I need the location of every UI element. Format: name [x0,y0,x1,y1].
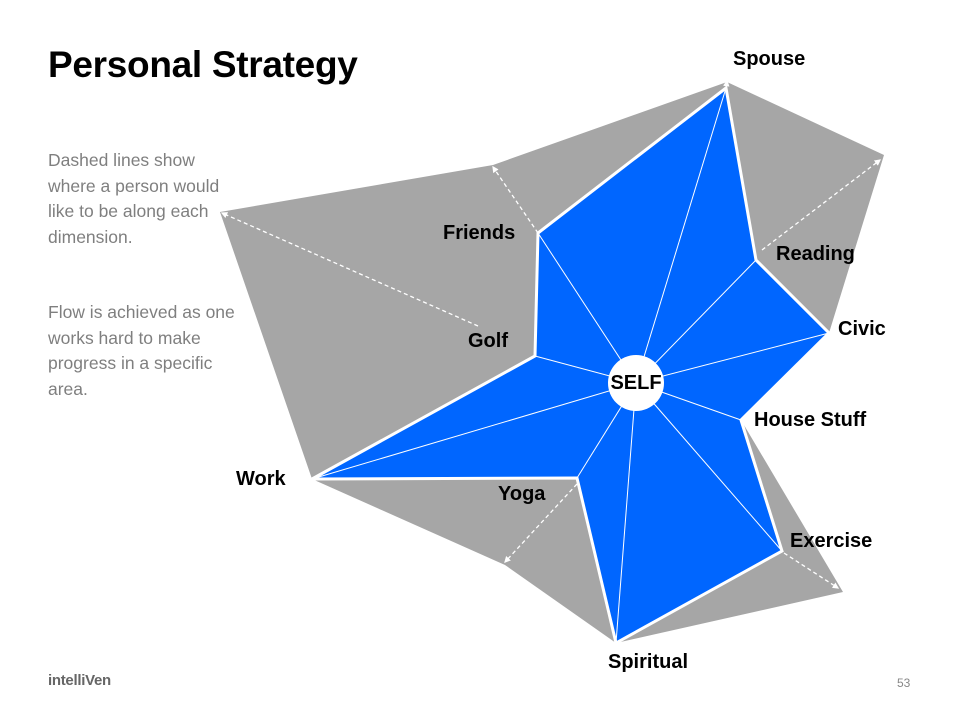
page-title: Personal Strategy [48,44,358,85]
label-civic: Civic [838,318,886,340]
label-friends: Friends [443,222,516,244]
spoke-spouse [635,87,727,384]
dashed-target-arrow-golf [220,212,479,327]
page-number: 53 [897,676,911,690]
spoke-exercise [635,382,783,552]
intelliven-logo: intelliVen [48,672,111,689]
label-spouse: Spouse [733,48,806,70]
description-flow: Flow is achieved as one works hard to ma… [48,302,235,399]
label-house-stuff: House Stuff [754,409,867,431]
label-golf: Golf [468,330,508,352]
self-center: SELF [608,355,664,411]
dashed-target-arrow-friends [492,165,539,234]
dashed-target-arrow-yoga [504,483,578,563]
dashed-target-arrow-exercise [783,552,840,589]
label-reading: Reading [776,243,855,265]
label-exercise: Exercise [790,530,873,552]
dashed-target-arrow-reading [761,159,882,251]
description-dashed-lines: Dashed lines show where a person would l… [48,150,220,247]
spoke-civic [635,332,830,384]
label-work: Work [236,468,286,490]
label-yoga: Yoga [498,483,546,505]
spoke-friends [537,232,637,384]
spoke-work [311,382,637,480]
spoke-spiritual [615,382,637,644]
label-spiritual: Spiritual [608,651,689,673]
